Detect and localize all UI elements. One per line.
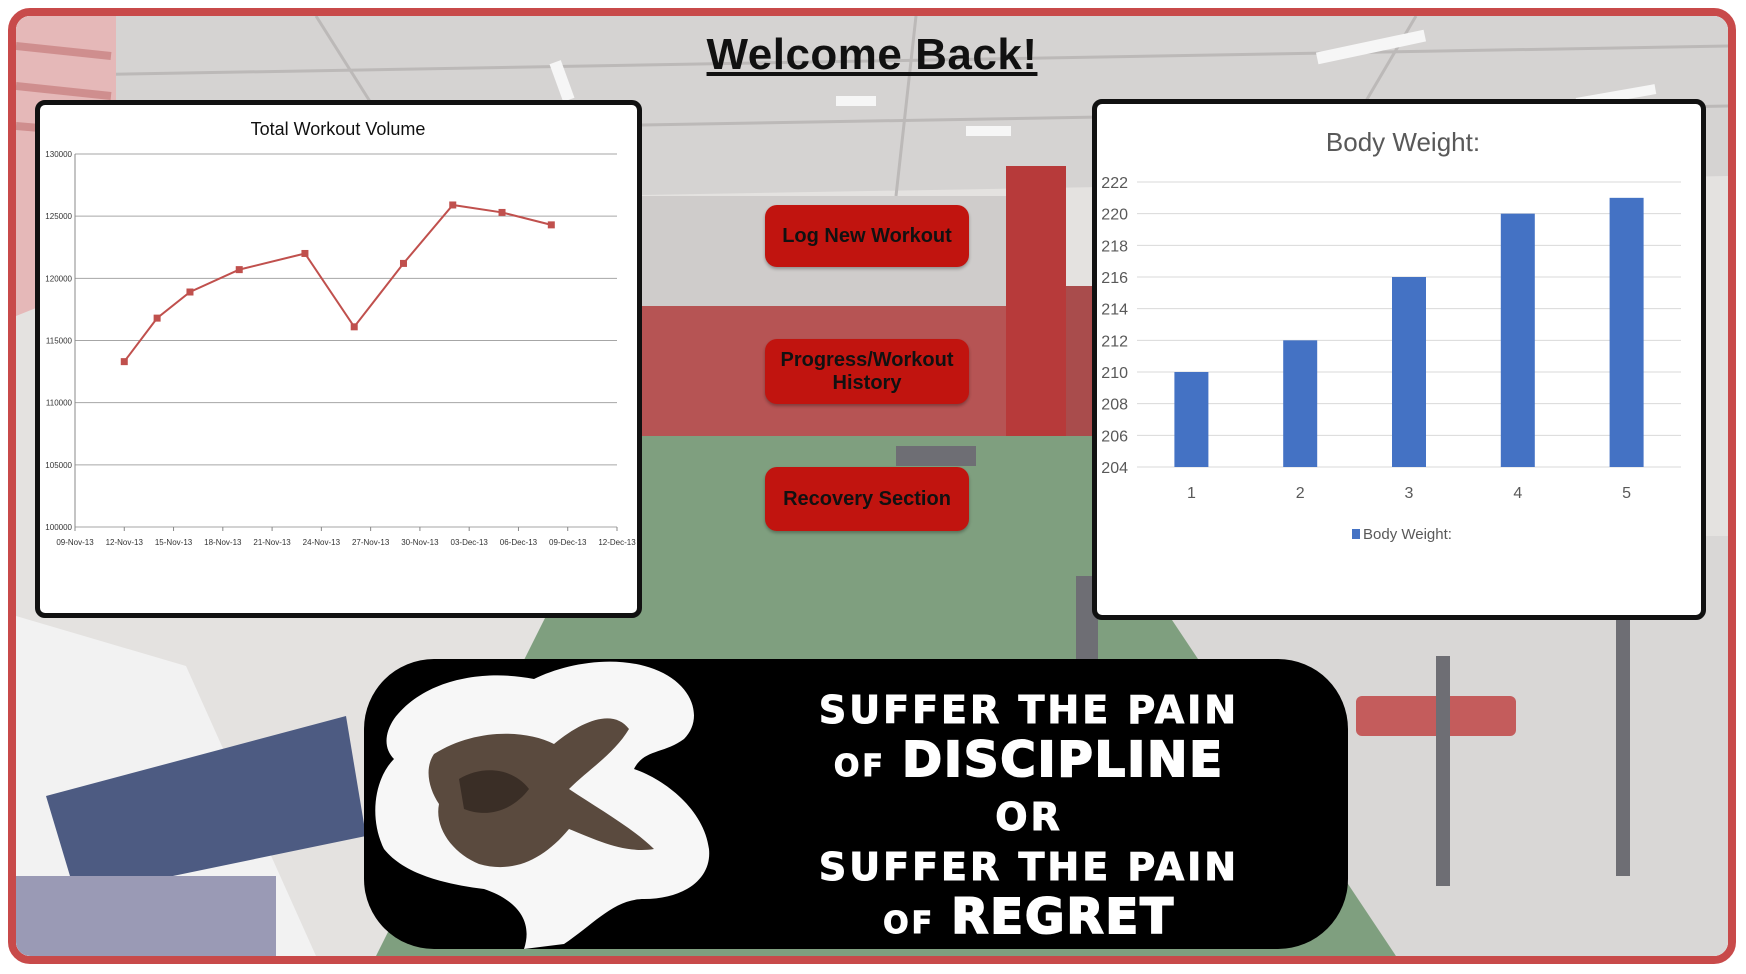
bar <box>1283 340 1318 467</box>
x-tick-label: 15-Nov-13 <box>155 538 193 547</box>
data-point <box>547 221 555 229</box>
motto-line-3: OR <box>995 795 1063 840</box>
x-tick-label: 12-Nov-13 <box>106 538 144 547</box>
recovery-section-button[interactable]: Recovery Section <box>765 467 969 531</box>
athlete-silhouette-image <box>375 661 710 949</box>
x-tick-label: 09-Dec-13 <box>549 538 587 547</box>
y-tick-label: 222 <box>1101 175 1128 192</box>
motto-line-5: OF REGRET <box>739 889 1319 949</box>
x-tick-label: 06-Dec-13 <box>500 538 538 547</box>
data-point <box>350 323 358 331</box>
x-tick-label: 09-Nov-13 <box>56 538 94 547</box>
x-tick-label: 03-Dec-13 <box>451 538 489 547</box>
bar <box>1392 277 1426 467</box>
y-tick-label: 206 <box>1101 428 1128 445</box>
y-tick-label: 120000 <box>45 274 72 283</box>
x-tick-label: 4 <box>1513 485 1522 502</box>
motivational-banner: SUFFER THE PAIN OF DISCIPLINE OR SUFFER … <box>364 659 1348 949</box>
total-workout-volume-chart: Total Workout Volume 100000 105000 110000 11… <box>35 100 642 618</box>
page-title: Welcome Back! <box>706 30 1038 79</box>
bar <box>1500 213 1535 467</box>
y-tick-label: 220 <box>1101 207 1128 224</box>
y-tick-label: 204 <box>1101 460 1128 477</box>
y-tick-label: 125000 <box>45 212 72 221</box>
motto-line-1: SUFFER THE PAIN <box>818 688 1240 733</box>
y-tick-label: 210 <box>1101 365 1128 382</box>
y-tick-label: 105000 <box>45 461 72 470</box>
motto-regret: REGRET <box>950 889 1175 945</box>
motto-of-1: OF <box>833 749 886 785</box>
motto-text: SUFFER THE PAIN OF DISCIPLINE OR SUFFER … <box>739 685 1319 949</box>
data-point <box>235 266 243 274</box>
bar <box>1174 372 1209 467</box>
line-chart-canvas: Total Workout Volume 100000 105000 110000 11… <box>45 119 636 547</box>
motto-line-2: OF DISCIPLINE <box>739 732 1319 792</box>
x-tick-label: 30-Nov-13 <box>401 538 439 547</box>
x-tick-label: 24-Nov-13 <box>303 538 341 547</box>
data-point <box>120 358 128 366</box>
motto-of-2: OF <box>883 906 936 942</box>
chart-title: Body Weight: <box>1326 127 1480 157</box>
series-line <box>123 203 552 363</box>
x-tick-label: 3 <box>1405 485 1414 502</box>
data-point <box>301 249 309 257</box>
chart-title: Total Workout Volume <box>251 119 426 139</box>
motto-discipline: DISCIPLINE <box>901 732 1225 788</box>
y-tick-label: 214 <box>1101 302 1128 319</box>
data-point <box>399 259 407 267</box>
data-point <box>186 288 194 296</box>
y-tick-label: 218 <box>1101 238 1128 255</box>
y-tick-label: 115000 <box>46 337 73 346</box>
bar <box>1609 197 1644 467</box>
data-point <box>449 201 457 209</box>
log-new-workout-button[interactable]: Log New Workout <box>765 205 969 267</box>
legend-swatch <box>1352 529 1360 539</box>
x-tick-label: 2 <box>1296 485 1305 502</box>
y-tick-label: 216 <box>1101 270 1128 287</box>
motto-line-4: SUFFER THE PAIN <box>818 845 1240 890</box>
y-tick-label: 130000 <box>45 150 72 159</box>
data-point <box>153 314 161 322</box>
progress-workout-history-button[interactable]: Progress/Workout History <box>765 339 969 404</box>
x-tick-label: 18-Nov-13 <box>204 538 242 547</box>
y-tick-label: 110000 <box>46 399 73 408</box>
bar-chart-canvas: Body Weight:2042062082102122142162182202… <box>1101 127 1681 543</box>
x-tick-label: 21-Nov-13 <box>253 538 291 547</box>
x-tick-label: 12-Dec-13 <box>598 538 636 547</box>
legend-label: Body Weight: <box>1363 526 1452 543</box>
x-tick-label: 27-Nov-13 <box>352 538 390 547</box>
x-tick-label: 1 <box>1187 485 1196 502</box>
x-tick-label: 5 <box>1622 485 1631 502</box>
y-tick-label: 212 <box>1101 333 1128 350</box>
y-tick-label: 100000 <box>45 523 72 532</box>
body-weight-chart: Body Weight: 204 206 208 210 212 214 216 218 220 2… <box>1092 99 1706 620</box>
y-tick-label: 208 <box>1101 397 1128 414</box>
data-point <box>498 208 506 216</box>
